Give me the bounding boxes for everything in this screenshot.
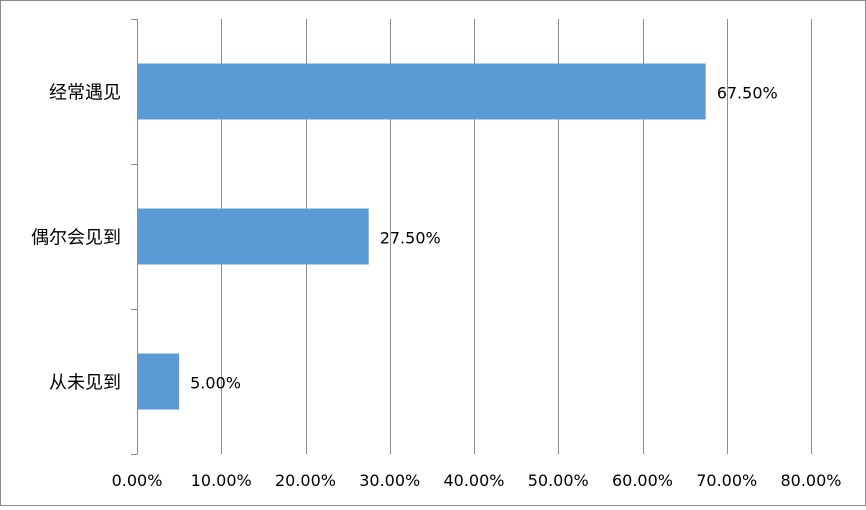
labels: 0.00% 10.00% 20.00% 30.00% 40.00% 50.00% 60.00…	[31, 83, 842, 491]
category-label: 从未见到	[49, 373, 121, 394]
data-label: 27.50%	[380, 229, 441, 248]
axes	[131, 19, 138, 455]
x-tick-label: 60.00%	[612, 471, 673, 490]
x-tick-label: 30.00%	[359, 471, 420, 490]
x-tick-label: 70.00%	[696, 471, 757, 490]
category-label: 经常遇见	[49, 83, 121, 104]
x-tick-label: 10.00%	[191, 471, 252, 490]
x-tick-label: 50.00%	[528, 471, 589, 490]
x-tick-label: 0.00%	[112, 471, 163, 490]
bars	[138, 63, 706, 410]
x-tick-label: 40.00%	[443, 471, 504, 490]
data-label: 5.00%	[190, 374, 241, 393]
bar	[138, 353, 180, 410]
x-tick-label: 80.00%	[780, 471, 841, 490]
bar	[138, 208, 369, 265]
data-label: 67.50%	[717, 84, 778, 103]
category-label: 偶尔会见到	[31, 228, 121, 249]
x-tick-label: 20.00%	[275, 471, 336, 490]
bar	[138, 63, 706, 120]
